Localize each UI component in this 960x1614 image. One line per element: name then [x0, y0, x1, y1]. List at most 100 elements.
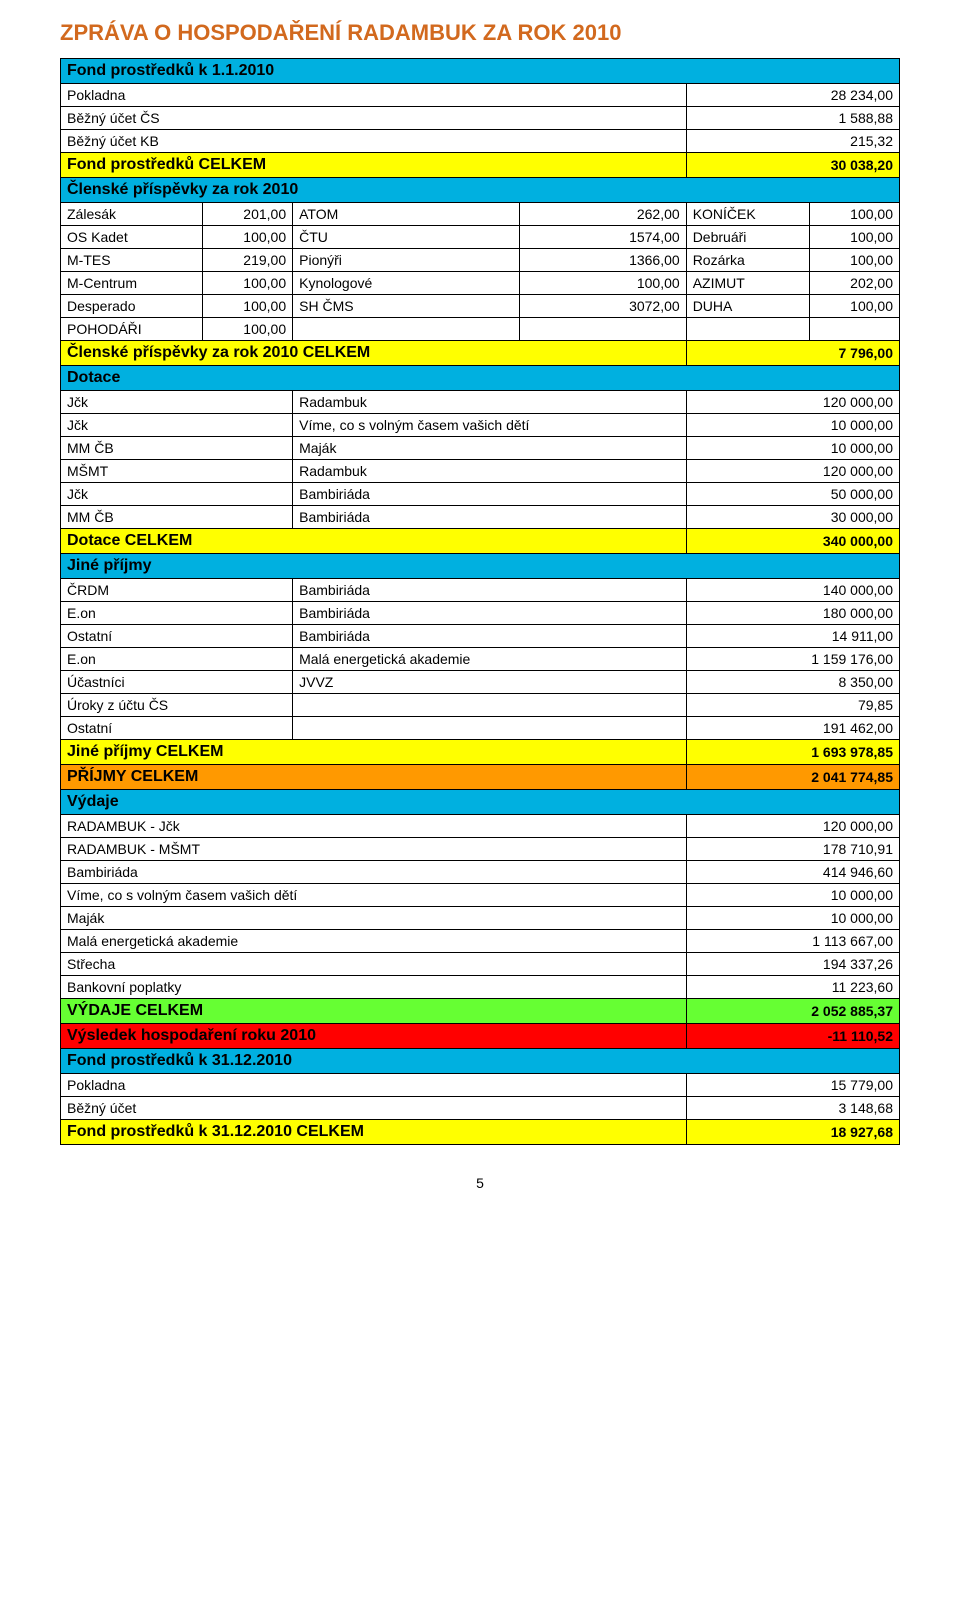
jine-src: ČRDM — [61, 579, 293, 602]
clenske-val — [519, 318, 686, 341]
dotace-desc: Bambiriáda — [293, 483, 687, 506]
fond-item-label: Běžný účet KB — [61, 130, 687, 153]
jine-val: 180 000,00 — [686, 602, 899, 625]
clenske-org: M-TES — [61, 249, 203, 272]
fond-item-label: Pokladna — [61, 84, 687, 107]
dotace-src: MŠMT — [61, 460, 293, 483]
page-number: 5 — [60, 1175, 900, 1191]
clenske-org: Kynologové — [293, 272, 519, 295]
clenske-val: 100,00 — [809, 249, 899, 272]
section-jine-prijmy: Jiné příjmy — [61, 554, 900, 579]
fond-end-total-value: 18 927,68 — [686, 1120, 899, 1145]
dotace-val: 10 000,00 — [686, 437, 899, 460]
fond-end-value: 15 779,00 — [686, 1074, 899, 1097]
clenske-val: 262,00 — [519, 203, 686, 226]
fond-item-label: Běžný účet ČS — [61, 107, 687, 130]
dotace-desc: Bambiriáda — [293, 506, 687, 529]
clenske-org: DUHA — [686, 295, 809, 318]
vydaje-label: Střecha — [61, 953, 687, 976]
clenske-org — [686, 318, 809, 341]
clenske-org: Zálesák — [61, 203, 203, 226]
jine-val: 191 462,00 — [686, 717, 899, 740]
fond-item-value: 215,32 — [686, 130, 899, 153]
report-table: Fond prostředků k 1.1.2010Pokladna28 234… — [60, 58, 900, 1145]
prijmy-total-value: 2 041 774,85 — [686, 765, 899, 790]
fond-end-label: Běžný účet — [61, 1097, 687, 1120]
fond-end-total-label: Fond prostředků k 31.12.2010 CELKEM — [61, 1120, 687, 1145]
clenske-val: 100,00 — [519, 272, 686, 295]
dotace-val: 120 000,00 — [686, 460, 899, 483]
jine-desc: JVVZ — [293, 671, 687, 694]
clenske-org: OS Kadet — [61, 226, 203, 249]
dotace-src: MM ČB — [61, 506, 293, 529]
clenske-org: Rozárka — [686, 249, 809, 272]
jine-src: Účastníci — [61, 671, 293, 694]
fond-end-value: 3 148,68 — [686, 1097, 899, 1120]
fond-total-label: Fond prostředků CELKEM — [61, 153, 687, 178]
section-fond-end: Fond prostředků k 31.12.2010 — [61, 1049, 900, 1074]
dotace-total-value: 340 000,00 — [686, 529, 899, 554]
dotace-val: 120 000,00 — [686, 391, 899, 414]
jine-val: 1 159 176,00 — [686, 648, 899, 671]
vysledek-value: -11 110,52 — [686, 1024, 899, 1049]
vydaje-total-label: VÝDAJE CELKEM — [61, 999, 687, 1024]
vydaje-value: 120 000,00 — [686, 815, 899, 838]
clenske-org: M-Centrum — [61, 272, 203, 295]
clenske-total-label: Členské příspěvky za rok 2010 CELKEM — [61, 341, 687, 366]
jine-desc: Bambiriáda — [293, 625, 687, 648]
clenske-org — [293, 318, 519, 341]
jine-desc — [293, 694, 687, 717]
clenske-val: 100,00 — [809, 226, 899, 249]
vysledek-label: Výsledek hospodaření roku 2010 — [61, 1024, 687, 1049]
jine-src: E.on — [61, 602, 293, 625]
jine-val: 14 911,00 — [686, 625, 899, 648]
dotace-val: 10 000,00 — [686, 414, 899, 437]
fond-item-value: 28 234,00 — [686, 84, 899, 107]
vydaje-label: Maják — [61, 907, 687, 930]
jine-src: E.on — [61, 648, 293, 671]
clenske-val: 100,00 — [809, 203, 899, 226]
dotace-src: Jčk — [61, 391, 293, 414]
dotace-src: Jčk — [61, 414, 293, 437]
clenske-val: 100,00 — [202, 318, 292, 341]
clenske-val: 202,00 — [809, 272, 899, 295]
vydaje-value: 178 710,91 — [686, 838, 899, 861]
clenske-val — [809, 318, 899, 341]
clenske-val: 1366,00 — [519, 249, 686, 272]
dotace-desc: Maják — [293, 437, 687, 460]
dotace-total-label: Dotace CELKEM — [61, 529, 687, 554]
fond-item-value: 1 588,88 — [686, 107, 899, 130]
fond-total-value: 30 038,20 — [686, 153, 899, 178]
clenske-val: 100,00 — [202, 272, 292, 295]
jine-desc: Bambiriáda — [293, 602, 687, 625]
vydaje-label: Malá energetická akademie — [61, 930, 687, 953]
dotace-desc: Víme, co s volným časem vašich dětí — [293, 414, 687, 437]
jine-val: 8 350,00 — [686, 671, 899, 694]
vydaje-total-value: 2 052 885,37 — [686, 999, 899, 1024]
clenske-org: SH ČMS — [293, 295, 519, 318]
section-clenske: Členské příspěvky za rok 2010 — [61, 178, 900, 203]
dotace-val: 30 000,00 — [686, 506, 899, 529]
vydaje-value: 194 337,26 — [686, 953, 899, 976]
clenske-org: Debruáři — [686, 226, 809, 249]
dotace-desc: Radambuk — [293, 460, 687, 483]
clenske-org: ČTU — [293, 226, 519, 249]
vydaje-value: 10 000,00 — [686, 907, 899, 930]
report-title: ZPRÁVA O HOSPODAŘENÍ RADAMBUK ZA ROK 201… — [60, 20, 900, 46]
dotace-src: Jčk — [61, 483, 293, 506]
clenske-val: 1574,00 — [519, 226, 686, 249]
jine-src: Ostatní — [61, 625, 293, 648]
vydaje-value: 11 223,60 — [686, 976, 899, 999]
jine-desc — [293, 717, 687, 740]
vydaje-value: 1 113 667,00 — [686, 930, 899, 953]
clenske-org: KONÍČEK — [686, 203, 809, 226]
vydaje-label: Bambiriáda — [61, 861, 687, 884]
vydaje-value: 10 000,00 — [686, 884, 899, 907]
jine-src: Úroky z účtu ČS — [61, 694, 293, 717]
vydaje-label: Bankovní poplatky — [61, 976, 687, 999]
clenske-val: 219,00 — [202, 249, 292, 272]
vydaje-label: RADAMBUK - MŠMT — [61, 838, 687, 861]
dotace-src: MM ČB — [61, 437, 293, 460]
jine-val: 79,85 — [686, 694, 899, 717]
section-vydaje: Výdaje — [61, 790, 900, 815]
